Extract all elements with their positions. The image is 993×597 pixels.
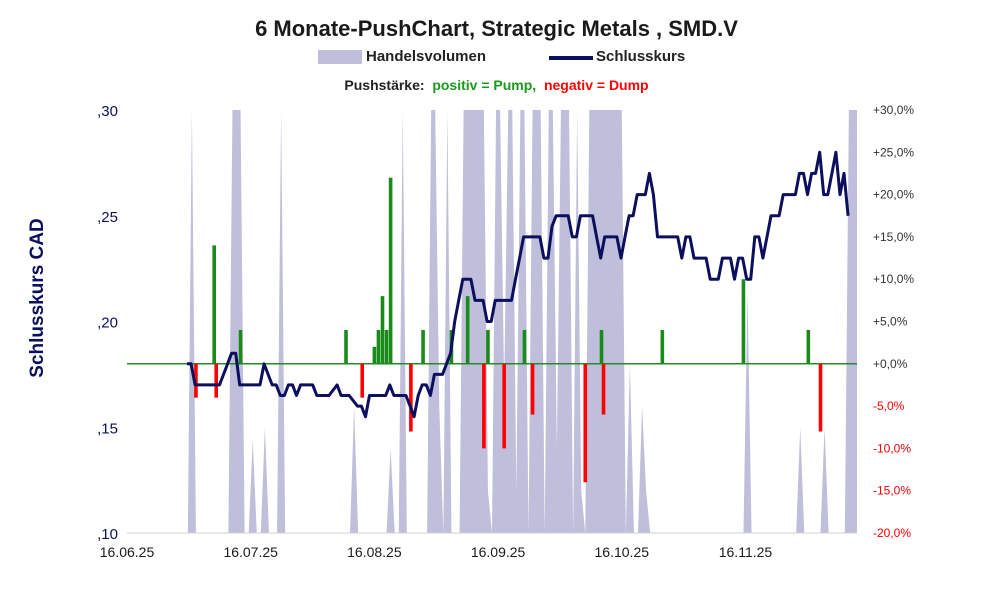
- chart-title: 6 Monate-PushChart, Strategic Metals , S…: [255, 16, 738, 41]
- push-legend-label: Pushstärke:: [344, 77, 425, 93]
- y2-tick-label: -5,0%: [873, 399, 905, 413]
- push-bar-pump: [741, 279, 746, 364]
- push-bar-dump: [530, 363, 535, 415]
- close-line: [187, 150, 850, 419]
- push-bar-dump: [583, 363, 588, 483]
- push-bar-pump: [806, 329, 811, 364]
- push-bar-pump: [465, 296, 470, 364]
- push-bar-pump: [384, 329, 389, 364]
- push-bar-dump: [482, 363, 486, 449]
- x-tick-label: 16.06.25: [100, 544, 155, 560]
- push-bar-dump: [194, 363, 198, 398]
- legend-close-label: Schlusskurs: [596, 48, 686, 65]
- push-bar-pump: [421, 329, 425, 364]
- legend-volume-swatch: [318, 50, 362, 64]
- push-bar-pump: [212, 245, 216, 364]
- push-bar-pump: [486, 329, 490, 364]
- x-tick-label: 16.09.25: [471, 544, 526, 560]
- push-bar-dump: [214, 363, 219, 398]
- y2-tick-label: +10,0%: [873, 272, 914, 286]
- y-tick-label: ,15: [97, 420, 118, 437]
- push-bar-pump: [238, 329, 243, 364]
- legend-volume-label: Handelsvolumen: [366, 48, 487, 65]
- push-bar-pump: [599, 329, 604, 364]
- x-tick-label: 16.10.25: [595, 544, 650, 560]
- push-legend: Pushstärke: positiv = Pump, negativ = Du…: [0, 77, 993, 93]
- push-legend-negative: negativ = Dump: [543, 77, 649, 93]
- push-bar-pump: [660, 329, 665, 364]
- push-bar-dump: [818, 363, 823, 432]
- push-bar-pump: [388, 177, 393, 364]
- legend-close-swatch: [549, 56, 593, 60]
- push-bar-pump: [376, 329, 381, 364]
- y2-tick-label: +20,0%: [873, 188, 914, 202]
- x-tick-label: 16.08.25: [347, 544, 402, 560]
- y2-tick-label: -10,0%: [873, 441, 911, 455]
- push-bar-pump: [522, 329, 527, 364]
- x-tick-label: 16.11.25: [719, 544, 773, 560]
- push-bar-pump: [380, 296, 385, 364]
- y2-tick-label: +0,0%: [873, 357, 908, 371]
- push-bar-dump: [601, 363, 606, 415]
- y2-tick-label: -15,0%: [873, 484, 911, 498]
- push-bar-pump: [344, 329, 348, 364]
- y2-tick-label: +30,0%: [873, 103, 914, 117]
- y2-tick-label: -20,0%: [873, 526, 911, 540]
- push-legend-positive: positiv = Pump,: [432, 77, 537, 93]
- push-bar-dump: [502, 363, 506, 449]
- y-tick-label: ,25: [97, 209, 118, 226]
- y-tick-label: ,30: [97, 103, 118, 120]
- y-tick-label: ,10: [97, 526, 118, 543]
- y2-tick-label: +5,0%: [873, 315, 908, 329]
- y2-tick-label: +15,0%: [873, 230, 914, 244]
- y2-tick-label: +25,0%: [873, 145, 914, 159]
- push-bar-pump: [372, 346, 377, 364]
- y-tick-label: ,20: [97, 315, 118, 332]
- push-bar-dump: [360, 363, 365, 398]
- push-bar-dump: [409, 363, 413, 432]
- x-tick-label: 16.07.25: [223, 544, 278, 560]
